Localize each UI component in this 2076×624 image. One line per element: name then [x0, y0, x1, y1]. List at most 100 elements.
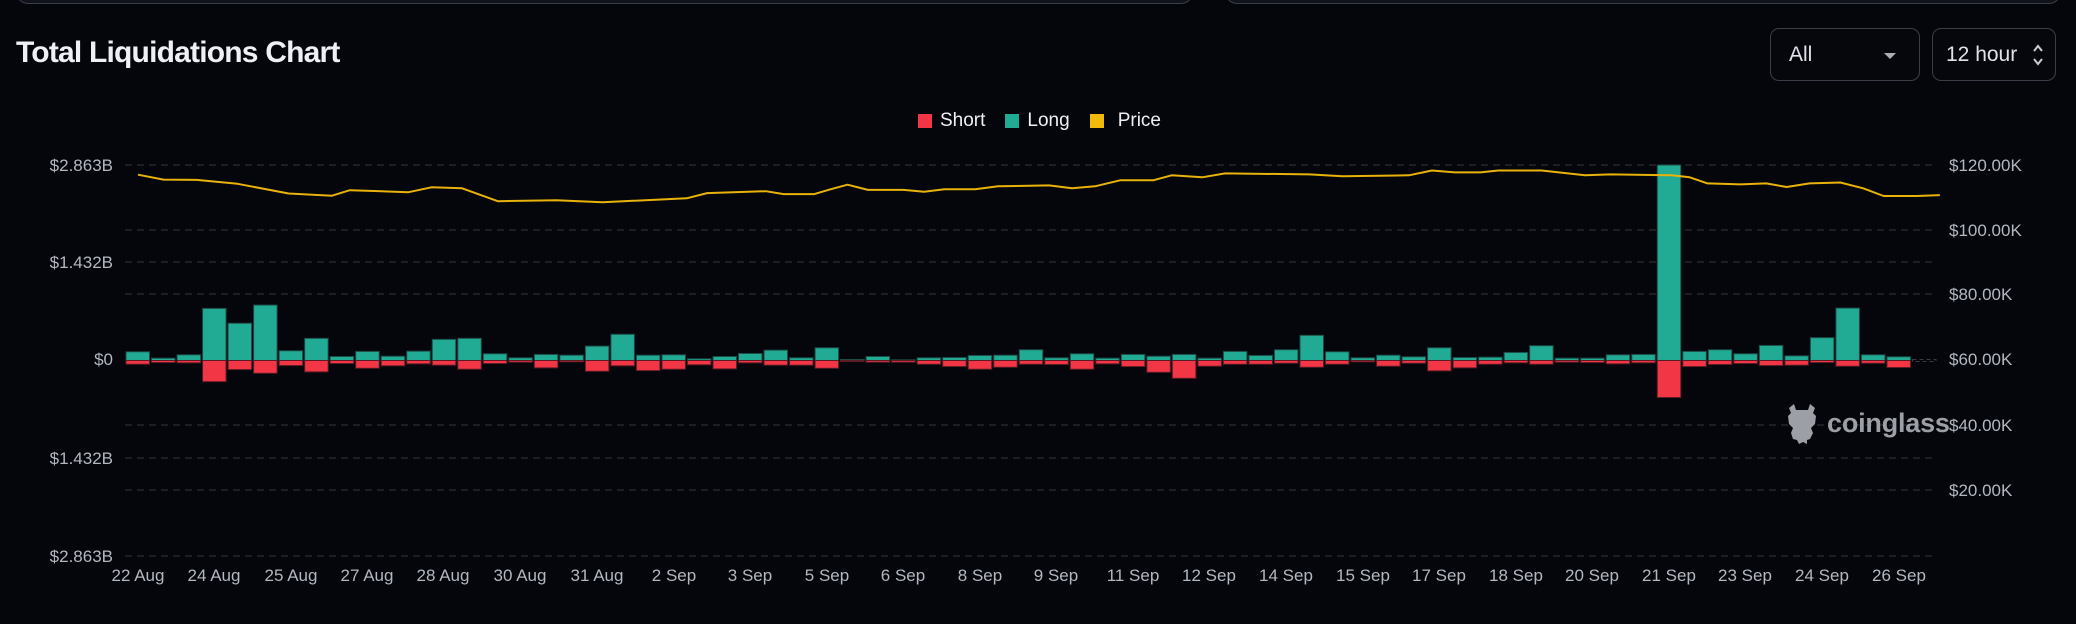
- short-bar[interactable]: [1886, 360, 1911, 369]
- long-bar[interactable]: [406, 350, 431, 362]
- long-bar[interactable]: [1707, 349, 1733, 361]
- long-bar[interactable]: [993, 354, 1018, 361]
- long-bar[interactable]: [1146, 355, 1171, 362]
- short-bar[interactable]: [1656, 360, 1682, 399]
- short-bar[interactable]: [789, 360, 814, 366]
- short-bar[interactable]: [1197, 360, 1222, 367]
- short-bar[interactable]: [993, 360, 1018, 368]
- legend-item-short[interactable]: Short: [918, 110, 985, 132]
- long-bar[interactable]: [1171, 353, 1197, 362]
- long-bar[interactable]: [1631, 353, 1656, 362]
- short-bar[interactable]: [967, 360, 993, 370]
- long-bar[interactable]: [967, 354, 993, 361]
- long-bar[interactable]: [738, 352, 763, 362]
- short-bar[interactable]: [1095, 360, 1120, 365]
- short-bar[interactable]: [1733, 360, 1758, 365]
- short-bar[interactable]: [712, 360, 738, 370]
- short-bar[interactable]: [1222, 360, 1248, 365]
- long-bar[interactable]: [1069, 353, 1095, 361]
- legend-item-long[interactable]: Long: [1005, 110, 1070, 132]
- long-bar[interactable]: [457, 337, 482, 362]
- long-bar[interactable]: [1503, 351, 1529, 362]
- short-bar[interactable]: [1835, 360, 1860, 367]
- short-bar[interactable]: [610, 360, 635, 367]
- short-bar[interactable]: [916, 360, 942, 365]
- short-bar[interactable]: [1503, 360, 1529, 364]
- short-bar[interactable]: [635, 360, 661, 372]
- short-bar[interactable]: [1401, 360, 1427, 364]
- long-bar[interactable]: [329, 355, 355, 362]
- short-bar[interactable]: [1376, 360, 1401, 367]
- long-bar[interactable]: [584, 345, 610, 361]
- short-bar[interactable]: [584, 360, 610, 372]
- long-bar[interactable]: [1605, 354, 1631, 362]
- short-bar[interactable]: [1018, 360, 1044, 365]
- long-bar[interactable]: [1529, 345, 1554, 362]
- short-bar[interactable]: [686, 360, 712, 366]
- short-bar[interactable]: [227, 360, 253, 371]
- short-bar[interactable]: [125, 360, 151, 365]
- long-bar[interactable]: [1324, 351, 1350, 362]
- short-bar[interactable]: [763, 360, 789, 366]
- long-bar[interactable]: [1784, 355, 1809, 361]
- short-bar[interactable]: [1860, 360, 1886, 364]
- short-bar[interactable]: [1809, 360, 1835, 364]
- short-bar[interactable]: [814, 360, 840, 369]
- long-bar[interactable]: [1478, 356, 1503, 361]
- long-bar[interactable]: [865, 355, 891, 362]
- short-bar[interactable]: [1580, 360, 1605, 364]
- long-bar[interactable]: [1376, 354, 1401, 361]
- short-bar[interactable]: [482, 360, 508, 365]
- short-bar[interactable]: [1631, 360, 1656, 364]
- long-bar[interactable]: [1860, 354, 1886, 362]
- filter-select[interactable]: All: [1770, 28, 1920, 81]
- short-bar[interactable]: [559, 360, 584, 363]
- short-bar[interactable]: [1784, 360, 1809, 366]
- short-bar[interactable]: [1707, 360, 1733, 366]
- long-bar[interactable]: [176, 354, 202, 362]
- short-bar[interactable]: [176, 360, 202, 364]
- short-bar[interactable]: [1044, 360, 1069, 366]
- long-bar[interactable]: [1656, 164, 1682, 361]
- short-bar[interactable]: [1069, 360, 1095, 370]
- short-bar[interactable]: [942, 360, 967, 368]
- short-bar[interactable]: [278, 360, 304, 367]
- long-bar[interactable]: [380, 355, 406, 362]
- long-bar[interactable]: [1835, 307, 1860, 361]
- long-bar[interactable]: [635, 354, 661, 361]
- long-bar[interactable]: [1682, 350, 1707, 361]
- long-bar[interactable]: [1299, 334, 1324, 361]
- short-bar[interactable]: [1682, 360, 1707, 368]
- short-bar[interactable]: [1427, 360, 1452, 372]
- short-bar[interactable]: [431, 360, 457, 366]
- short-bar[interactable]: [1350, 360, 1376, 363]
- short-bar[interactable]: [1248, 360, 1273, 365]
- short-bar[interactable]: [508, 360, 533, 363]
- long-bar[interactable]: [125, 351, 151, 362]
- short-bar[interactable]: [304, 360, 329, 373]
- long-bar[interactable]: [202, 307, 227, 361]
- long-bar[interactable]: [559, 354, 584, 361]
- long-bar[interactable]: [1427, 347, 1452, 362]
- long-bar[interactable]: [1248, 354, 1273, 361]
- long-bar[interactable]: [1809, 337, 1835, 361]
- long-bar[interactable]: [253, 304, 278, 362]
- long-bar[interactable]: [1401, 356, 1427, 361]
- short-bar[interactable]: [1171, 360, 1197, 379]
- long-bar[interactable]: [763, 349, 789, 361]
- short-bar[interactable]: [151, 360, 176, 364]
- short-bar[interactable]: [1758, 360, 1784, 367]
- long-bar[interactable]: [355, 350, 380, 361]
- short-bar[interactable]: [1529, 360, 1554, 365]
- long-bar[interactable]: [661, 354, 686, 362]
- short-bar[interactable]: [891, 360, 916, 363]
- long-bar[interactable]: [814, 347, 840, 362]
- short-bar[interactable]: [1120, 360, 1146, 368]
- short-bar[interactable]: [406, 360, 431, 365]
- long-bar[interactable]: [1733, 353, 1758, 361]
- short-bar[interactable]: [253, 360, 278, 374]
- short-bar[interactable]: [355, 360, 380, 369]
- short-bar[interactable]: [202, 360, 227, 383]
- short-bar[interactable]: [1324, 360, 1350, 365]
- interval-select[interactable]: 12 hour: [1932, 28, 2056, 81]
